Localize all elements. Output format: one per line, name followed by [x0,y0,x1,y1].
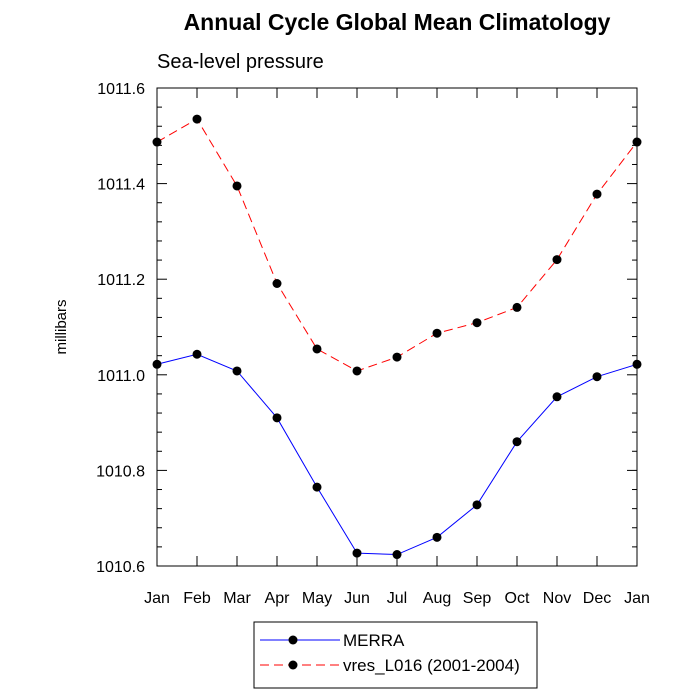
data-point [472,318,482,328]
data-point [232,366,242,376]
data-point [632,137,642,147]
y-ticks: 1010.6 1010.8 1011.0 1011.2 1011.4 1011.6 [96,81,637,576]
x-ticks: Jan Feb Mar Apr May Jun Jul Aug Sep Oct Nov Dec Jan [144,88,650,607]
data-point [352,366,362,376]
legend-label-merra: MERRA [343,631,405,650]
data-point [352,548,362,558]
x-tick-label: Feb [183,590,211,607]
data-point [232,181,242,191]
y-tick-label: 1010.8 [96,463,145,480]
chart-subtitle: Sea-level pressure [157,51,324,73]
data-point [272,279,282,289]
data-point [312,482,322,492]
chart-title: Annual Cycle Global Mean Climatology [184,9,611,35]
x-tick-label: Apr [265,590,291,607]
x-tick-label: Dec [583,590,611,607]
y-tick-label: 1010.6 [96,559,145,576]
data-point [512,302,522,312]
x-tick-label: Jun [344,590,370,607]
y-tick-label: 1011.2 [97,272,145,289]
x-tick-label: May [302,590,332,607]
data-point [312,344,322,354]
data-point [592,189,602,199]
y-tick-label: 1011.4 [97,177,145,194]
legend-label-vres: vres_L016 (2001-2004) [343,656,520,675]
plot-frame [156,87,638,567]
data-point [152,137,162,147]
x-tick-label: Aug [423,590,451,607]
data-point [472,500,482,510]
series-layer [152,114,642,560]
legend: MERRA vres_L016 (2001-2004) [253,621,538,689]
data-point [192,114,202,124]
data-point [512,437,522,447]
x-tick-label: Mar [223,590,251,607]
x-tick-label: Jan [624,590,650,607]
y-axis-label: millibars [53,299,70,354]
legend-marker-vres [288,660,298,670]
x-tick-label: Nov [543,590,571,607]
series-line [156,118,638,372]
data-point [392,550,402,560]
data-point [592,372,602,382]
data-point [152,359,162,369]
data-point [432,328,442,338]
legend-box [253,621,538,689]
data-point [272,413,282,423]
data-point [432,532,442,542]
legend-marker-merra [288,635,298,645]
data-point [192,349,202,359]
data-point [392,352,402,362]
x-tick-label: Jul [387,590,407,607]
x-tick-label: Oct [505,590,530,607]
x-tick-label: Sep [463,590,492,607]
x-tick-label: Jan [144,590,170,607]
y-tick-label: 1011.6 [97,81,145,98]
y-tick-label: 1011.0 [97,368,145,385]
data-point [552,255,562,265]
series-line [156,353,638,556]
data-point [552,392,562,402]
data-point [632,359,642,369]
